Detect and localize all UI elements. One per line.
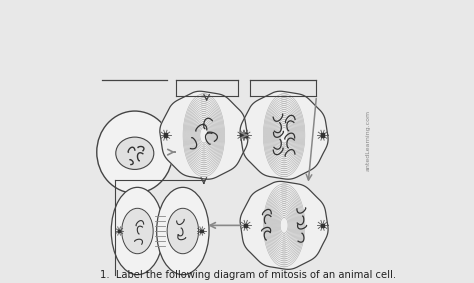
Bar [164,134,167,137]
Text: antedLearning.com: antedLearning.com [365,110,371,171]
Ellipse shape [111,187,164,275]
Bar [321,224,324,227]
Polygon shape [160,91,248,179]
Ellipse shape [122,208,153,254]
Ellipse shape [156,187,209,275]
Text: 1.  Label the following diagram of mitosis of an animal cell.: 1. Label the following diagram of mitosi… [100,271,396,280]
Ellipse shape [116,137,154,170]
Bar [240,134,244,137]
Bar [118,230,120,232]
Bar [244,134,247,137]
Polygon shape [240,181,328,269]
Bar [321,134,324,137]
Bar [244,224,247,227]
Ellipse shape [97,111,173,193]
Bar [200,230,202,232]
Ellipse shape [167,208,199,254]
Polygon shape [240,91,328,179]
